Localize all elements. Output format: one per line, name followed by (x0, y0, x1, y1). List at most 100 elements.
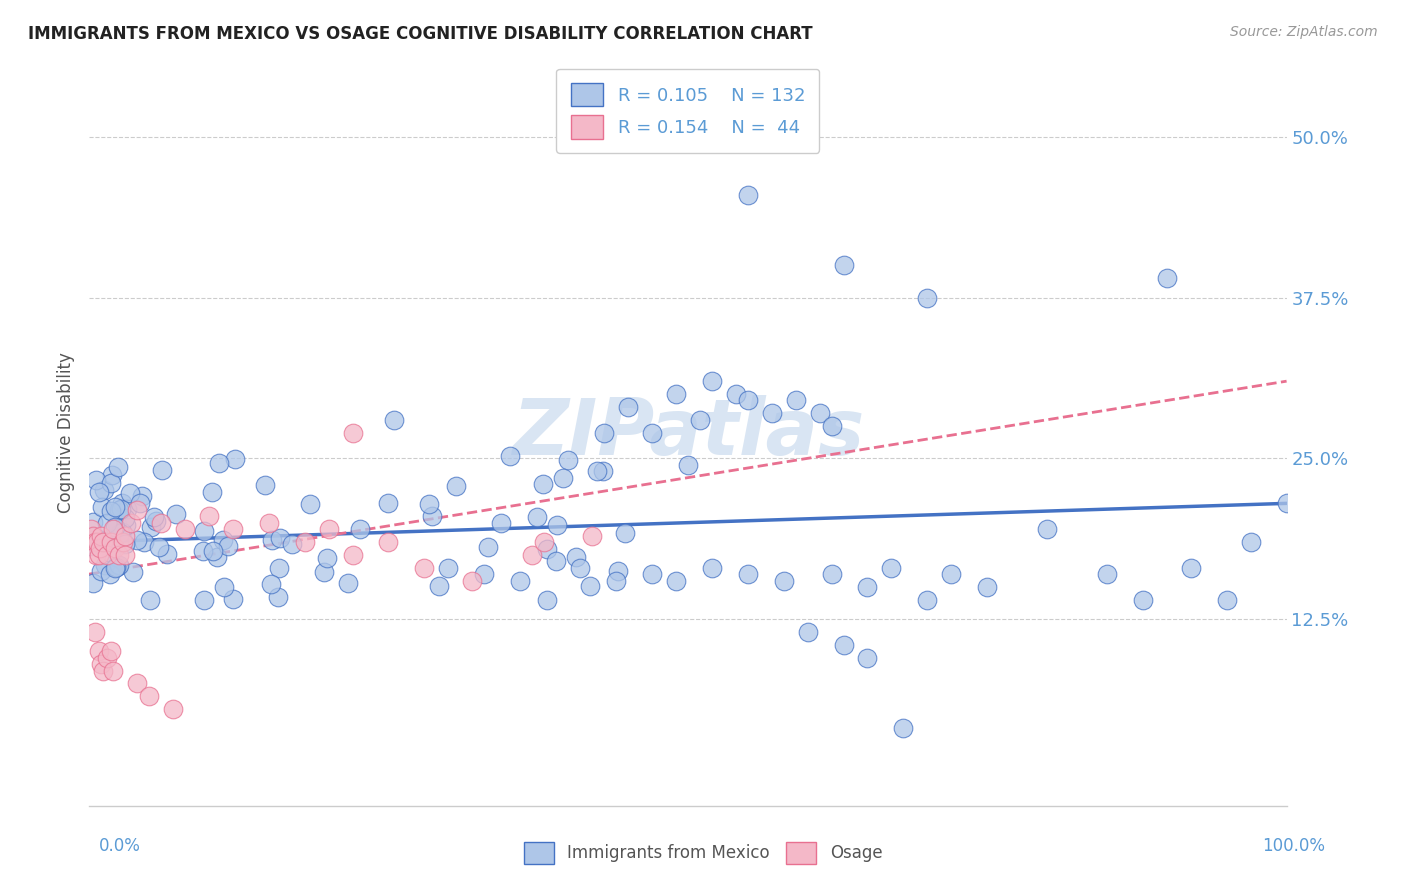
Point (212, 533, 235, 547)
Point (260, 576, 283, 591)
Point (1036, 522, 1059, 536)
Point (87, 485, 110, 500)
Point (100, 475, 122, 490)
Point (893, 722, 915, 736)
Point (96, 650, 118, 665)
Point (122, 565, 145, 579)
Point (201, 485, 224, 500)
Point (280, 536, 302, 550)
Point (472, 567, 495, 582)
Point (1275, 496, 1298, 510)
Point (110, 501, 132, 516)
Point (142, 509, 165, 524)
Point (700, 560, 723, 574)
Point (546, 517, 568, 532)
Point (941, 567, 963, 582)
Text: IMMIGRANTS FROM MEXICO VS OSAGE COGNITIVE DISABILITY CORRELATION CHART: IMMIGRANTS FROM MEXICO VS OSAGE COGNITIV… (28, 25, 813, 43)
Point (342, 425, 364, 440)
Point (111, 535, 134, 549)
Point (86, 535, 108, 549)
Point (569, 560, 592, 574)
Point (129, 496, 152, 510)
Point (202, 544, 225, 558)
Point (115, 502, 138, 516)
Point (880, 560, 903, 574)
Point (125, 676, 148, 690)
Point (138, 690, 160, 704)
Point (120, 516, 142, 530)
Point (420, 508, 443, 523)
Point (377, 535, 399, 549)
Point (536, 592, 558, 607)
Point (87, 548, 110, 562)
Text: ZIPatlas: ZIPatlas (512, 394, 863, 471)
Point (84, 625, 107, 640)
Point (173, 522, 195, 536)
Point (700, 374, 723, 388)
Point (139, 520, 162, 534)
Point (832, 259, 855, 273)
Point (101, 468, 124, 483)
Point (111, 496, 134, 510)
Point (93, 535, 115, 549)
Point (149, 516, 172, 530)
Point (114, 528, 136, 542)
Point (108, 502, 131, 516)
Point (641, 425, 664, 440)
Point (114, 537, 136, 551)
Point (82, 515, 104, 529)
Point (193, 592, 215, 607)
Point (87, 644, 110, 658)
Point (546, 554, 568, 568)
Point (260, 533, 283, 548)
Point (100, 535, 122, 549)
Point (336, 576, 359, 591)
Point (808, 406, 831, 420)
Point (82, 528, 104, 542)
Point (93, 664, 115, 678)
Point (689, 413, 711, 427)
Point (89, 534, 111, 549)
Point (737, 567, 759, 582)
Point (90, 564, 112, 578)
Point (342, 548, 364, 562)
Point (198, 509, 221, 524)
Point (917, 291, 939, 305)
Point (531, 477, 554, 491)
Point (156, 547, 179, 561)
Point (613, 526, 636, 541)
Point (820, 567, 842, 582)
Point (131, 489, 153, 503)
Point (1132, 592, 1154, 607)
Point (207, 549, 229, 564)
Point (162, 702, 184, 716)
Point (785, 393, 807, 408)
Point (89, 541, 111, 556)
Point (509, 574, 531, 588)
Text: Source: ZipAtlas.com: Source: ZipAtlas.com (1230, 25, 1378, 39)
Point (1156, 271, 1178, 285)
Point (579, 578, 602, 592)
Point (108, 548, 131, 562)
Point (976, 580, 998, 594)
Point (222, 522, 245, 536)
Point (90, 657, 112, 672)
Point (79, 539, 101, 553)
Point (93, 483, 115, 497)
Point (82, 530, 104, 544)
Point (254, 478, 277, 492)
Point (104, 561, 127, 575)
Point (533, 535, 555, 549)
Point (349, 522, 371, 536)
Point (104, 500, 127, 514)
Point (101, 664, 124, 678)
Point (592, 464, 614, 478)
Point (676, 458, 699, 472)
Point (82, 575, 104, 590)
Point (107, 460, 129, 475)
Point (294, 535, 316, 549)
Point (520, 548, 543, 562)
Legend: Immigrants from Mexico, Osage: Immigrants from Mexico, Osage (517, 836, 889, 871)
Point (565, 549, 588, 564)
Point (84, 473, 107, 487)
